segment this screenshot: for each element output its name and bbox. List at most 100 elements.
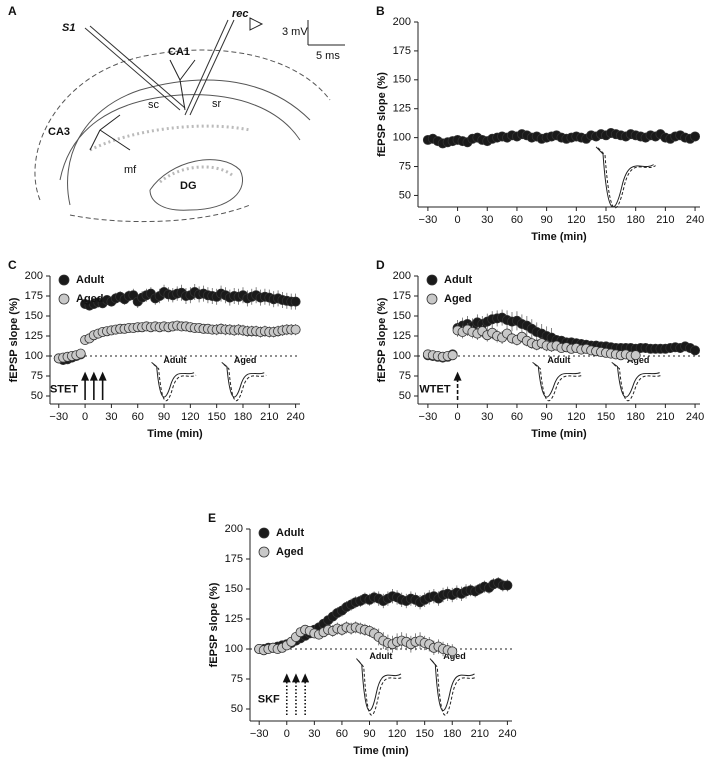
inset-trace [431, 660, 477, 716]
arrow-head [98, 371, 107, 381]
arrow-head [453, 371, 462, 381]
panel-label: B [376, 4, 385, 18]
data-point [690, 345, 701, 356]
y-tick-label: 200 [25, 270, 43, 282]
legend-marker [58, 274, 70, 286]
x-tick-label: 0 [82, 411, 88, 423]
cell-layer [89, 124, 251, 152]
x-tick-label: 30 [481, 411, 493, 423]
hippocampus-diagram [34, 17, 345, 223]
stim-electrode [89, 25, 186, 109]
legend-label: Adult [76, 274, 104, 286]
x-tick-label: 90 [158, 411, 170, 423]
x-tick-label: −30 [419, 214, 438, 226]
legend-label: Aged [76, 293, 104, 305]
arrow-head [89, 371, 98, 381]
y-tick-label: 100 [25, 350, 43, 362]
diagram-label: DG [180, 180, 197, 192]
x-tick-label: 240 [686, 214, 704, 226]
x-tick-label: −30 [49, 411, 68, 423]
diagram-label: S1 [62, 22, 75, 34]
y-tick-label: 175 [393, 45, 411, 57]
legend-marker [426, 293, 438, 305]
x-tick-label: 180 [627, 214, 645, 226]
granule-layer [159, 165, 233, 184]
inset-trace [358, 660, 404, 716]
stim-electrode [84, 27, 181, 111]
y-tick-label: 125 [225, 613, 243, 625]
x-tick-label: 240 [686, 411, 704, 423]
inset-label: Adult [163, 355, 186, 365]
inset-label: Adult [369, 651, 392, 661]
diagram-label: rec [232, 8, 249, 20]
inset-trace [532, 361, 581, 398]
y-tick-label: 75 [399, 160, 411, 172]
y-tick-label: 75 [231, 673, 243, 685]
x-tick-label: 60 [132, 411, 144, 423]
y-tick-label: 100 [225, 643, 243, 655]
data-point [290, 296, 301, 307]
y-axis-title: fEPSP slope (%) [376, 297, 388, 382]
x-axis-title: Time (min) [147, 428, 203, 440]
y-tick-label: 150 [393, 310, 411, 322]
diagram-label: mf [124, 164, 137, 176]
y-tick-label: 50 [31, 390, 43, 402]
data-point [447, 646, 458, 657]
inset-trace [595, 146, 654, 208]
y-tick-label: 175 [393, 290, 411, 302]
x-tick-label: 60 [511, 214, 523, 226]
y-tick-label: 100 [393, 350, 411, 362]
inset-label: Aged [627, 355, 650, 365]
panel-label: A [8, 4, 17, 18]
legend-marker [258, 527, 270, 539]
x-tick-label: −30 [419, 411, 438, 423]
x-tick-label: 150 [597, 214, 615, 226]
data-point [630, 350, 641, 361]
x-tick-label: 210 [471, 728, 489, 740]
x-tick-label: 150 [597, 411, 615, 423]
y-tick-label: 75 [31, 370, 43, 382]
x-tick-label: 150 [207, 411, 225, 423]
x-tick-label: 30 [105, 411, 117, 423]
outline [67, 79, 311, 206]
arrow-head [81, 371, 90, 381]
diagram-label: CA1 [168, 46, 190, 58]
outline [59, 94, 301, 181]
x-tick-label: 120 [181, 411, 199, 423]
panel-label: D [376, 258, 385, 272]
y-tick-label: 200 [225, 523, 243, 535]
amplifier [249, 17, 264, 31]
x-tick-label: 180 [627, 411, 645, 423]
data-point [290, 324, 301, 335]
y-axis-title: fEPSP slope (%) [376, 72, 388, 157]
arrow-head [301, 673, 310, 683]
stimulus-label: STET [50, 384, 78, 396]
y-tick-label: 150 [225, 583, 243, 595]
legend-marker [258, 546, 270, 558]
x-tick-label: 180 [443, 728, 461, 740]
inset-trace [611, 361, 660, 398]
x-axis-title: Time (min) [531, 231, 587, 243]
data-point [447, 350, 458, 361]
legend-marker [58, 293, 70, 305]
y-tick-label: 200 [393, 16, 411, 28]
y-tick-label: 175 [25, 290, 43, 302]
diagram-label: CA3 [48, 126, 70, 138]
legend-label: Adult [276, 527, 304, 539]
x-axis-title: Time (min) [353, 745, 409, 757]
stimulus-label: WTET [419, 384, 450, 396]
scale-label: 5 ms [316, 50, 340, 62]
y-tick-label: 100 [393, 132, 411, 144]
x-tick-label: 0 [284, 728, 290, 740]
legend-marker [426, 274, 438, 286]
y-tick-label: 50 [399, 390, 411, 402]
y-tick-label: 150 [25, 310, 43, 322]
x-axis-title: Time (min) [531, 428, 587, 440]
data-point [75, 348, 86, 359]
x-tick-label: 210 [656, 214, 674, 226]
x-tick-label: 60 [511, 411, 523, 423]
y-tick-label: 50 [399, 189, 411, 201]
inset-trace [151, 362, 195, 398]
inset-trace [429, 658, 475, 712]
